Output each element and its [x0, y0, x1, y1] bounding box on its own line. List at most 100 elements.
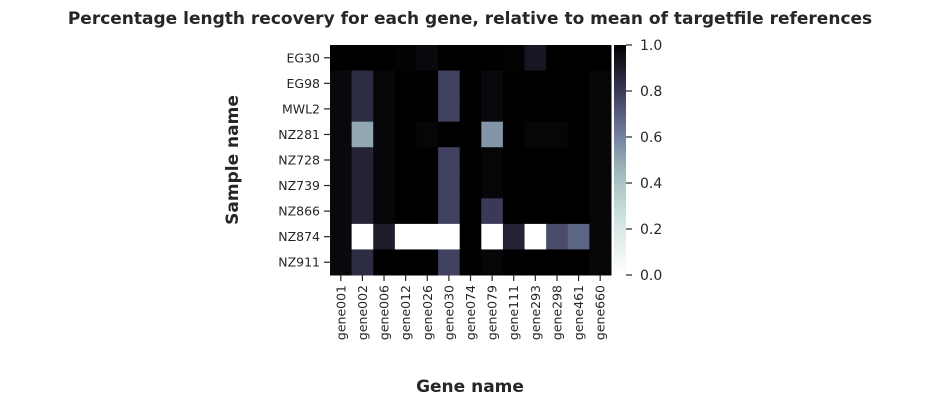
- heatmap-cell: [481, 45, 504, 72]
- heatmap-cell: [589, 121, 612, 148]
- heatmap-cell: [567, 45, 590, 72]
- heatmap-cell: [567, 198, 590, 225]
- x-tick-label: gene026: [420, 285, 435, 340]
- heatmap-cell: [502, 147, 526, 174]
- heatmap-cell: [481, 121, 504, 148]
- heatmap-cell: [394, 96, 417, 123]
- heatmap-cell: [416, 223, 439, 250]
- colorbar-tick-label: 0.6: [640, 130, 662, 146]
- heatmap-cell: [330, 96, 353, 123]
- x-tick-label: gene461: [571, 285, 586, 340]
- heatmap-cell: [394, 198, 417, 225]
- heatmap-cell: [438, 198, 461, 225]
- heatmap-cell: [373, 147, 396, 174]
- x-tick-label: gene006: [377, 285, 392, 340]
- heatmap-cell: [373, 45, 396, 72]
- heatmap-cell: [394, 70, 417, 97]
- heatmap-cell: [416, 198, 439, 225]
- heatmap-cell: [589, 45, 612, 72]
- heatmap-cell: [394, 223, 417, 250]
- heatmap-cell: [351, 223, 374, 250]
- heatmap-cell: [589, 249, 612, 276]
- heatmap-cell: [546, 70, 569, 97]
- heatmap-cell: [546, 121, 569, 148]
- colorbar: [614, 45, 626, 275]
- heatmap-cell: [330, 172, 353, 199]
- heatmap-cell: [502, 70, 526, 97]
- heatmap-cell: [373, 121, 396, 148]
- heatmap-cell: [330, 198, 353, 225]
- y-tick-label: NZ728: [278, 153, 320, 168]
- heatmap-cell: [524, 147, 547, 174]
- heatmap-cell: [351, 198, 374, 225]
- heatmap-cell: [546, 45, 569, 72]
- heatmap-cell: [502, 45, 526, 72]
- heatmap-cell: [330, 70, 353, 97]
- heatmap-cell: [481, 147, 504, 174]
- heatmap-cell: [351, 45, 374, 72]
- y-tick-label: NZ281: [278, 127, 320, 142]
- heatmap-cell: [373, 223, 396, 250]
- heatmap-cell: [351, 70, 374, 97]
- heatmap-cell: [567, 121, 590, 148]
- x-tick-label: gene660: [593, 285, 608, 340]
- heatmap-cell: [502, 249, 526, 276]
- heatmap-cell: [394, 121, 417, 148]
- y-tick-label: NZ874: [278, 229, 320, 244]
- heatmap-cell: [524, 249, 547, 276]
- heatmap-cell: [481, 223, 504, 250]
- heatmap-cell: [373, 249, 396, 276]
- heatmap-cell: [589, 70, 612, 97]
- heatmap-cell: [502, 223, 526, 250]
- heatmap-cell: [416, 249, 439, 276]
- y-tick-label: NZ911: [278, 255, 320, 270]
- heatmap-cell: [567, 70, 590, 97]
- heatmap-cell: [546, 172, 569, 199]
- colorbar-tick-label: 0.0: [640, 268, 662, 284]
- heatmap-cell: [351, 121, 374, 148]
- heatmap-cell: [351, 147, 374, 174]
- heatmap-cell: [589, 223, 612, 250]
- heatmap-cell: [481, 249, 504, 276]
- colorbar-tick-label: 0.4: [640, 176, 662, 192]
- chart-title: Percentage length recovery for each gene…: [68, 9, 872, 29]
- x-tick-label: gene293: [528, 285, 543, 340]
- heatmap-cell: [351, 249, 374, 276]
- heatmap-cell: [481, 172, 504, 199]
- heatmap-cell: [330, 249, 353, 276]
- heatmap-cell: [546, 223, 569, 250]
- heatmap-cell: [481, 96, 504, 123]
- heatmap-cell: [416, 96, 439, 123]
- x-tick-label: gene030: [441, 285, 456, 340]
- heatmap-cell: [438, 249, 461, 276]
- heatmap-cell: [589, 96, 612, 123]
- heatmap-cell: [438, 45, 461, 72]
- x-axis-label: Gene name: [416, 377, 524, 397]
- heatmap-cell: [438, 96, 461, 123]
- heatmap-cell: [546, 198, 569, 225]
- heatmap-cell: [502, 198, 526, 225]
- heatmap-cell: [546, 249, 569, 276]
- heatmap-cell: [394, 172, 417, 199]
- y-tick-labels: EG30 EG98 MWL2 NZ281 NZ728 NZ739 NZ866 NZ874 NZ9…: [278, 50, 330, 270]
- heatmap-cell: [438, 147, 461, 174]
- heatmap-cell: [481, 198, 504, 225]
- heatmap-cell: [524, 223, 547, 250]
- heatmap-cell: [459, 96, 482, 123]
- heatmap-cell: [459, 45, 482, 72]
- x-tick-label: gene298: [549, 285, 564, 340]
- heatmap-cell: [373, 198, 396, 225]
- heatmap-cell: [459, 249, 482, 276]
- heatmap-cell: [502, 121, 526, 148]
- x-tick-label: gene074: [463, 285, 478, 340]
- heatmap-cell: [394, 45, 417, 72]
- heatmap-cell: [351, 96, 374, 123]
- heatmap-cell: [373, 96, 396, 123]
- heatmap-cell: [459, 147, 482, 174]
- heatmap-cell: [524, 198, 547, 225]
- heatmap-cell: [351, 172, 374, 199]
- heatmap-cells: [330, 45, 612, 276]
- y-tick-label: EG98: [287, 76, 321, 91]
- heatmap-cell: [524, 45, 547, 72]
